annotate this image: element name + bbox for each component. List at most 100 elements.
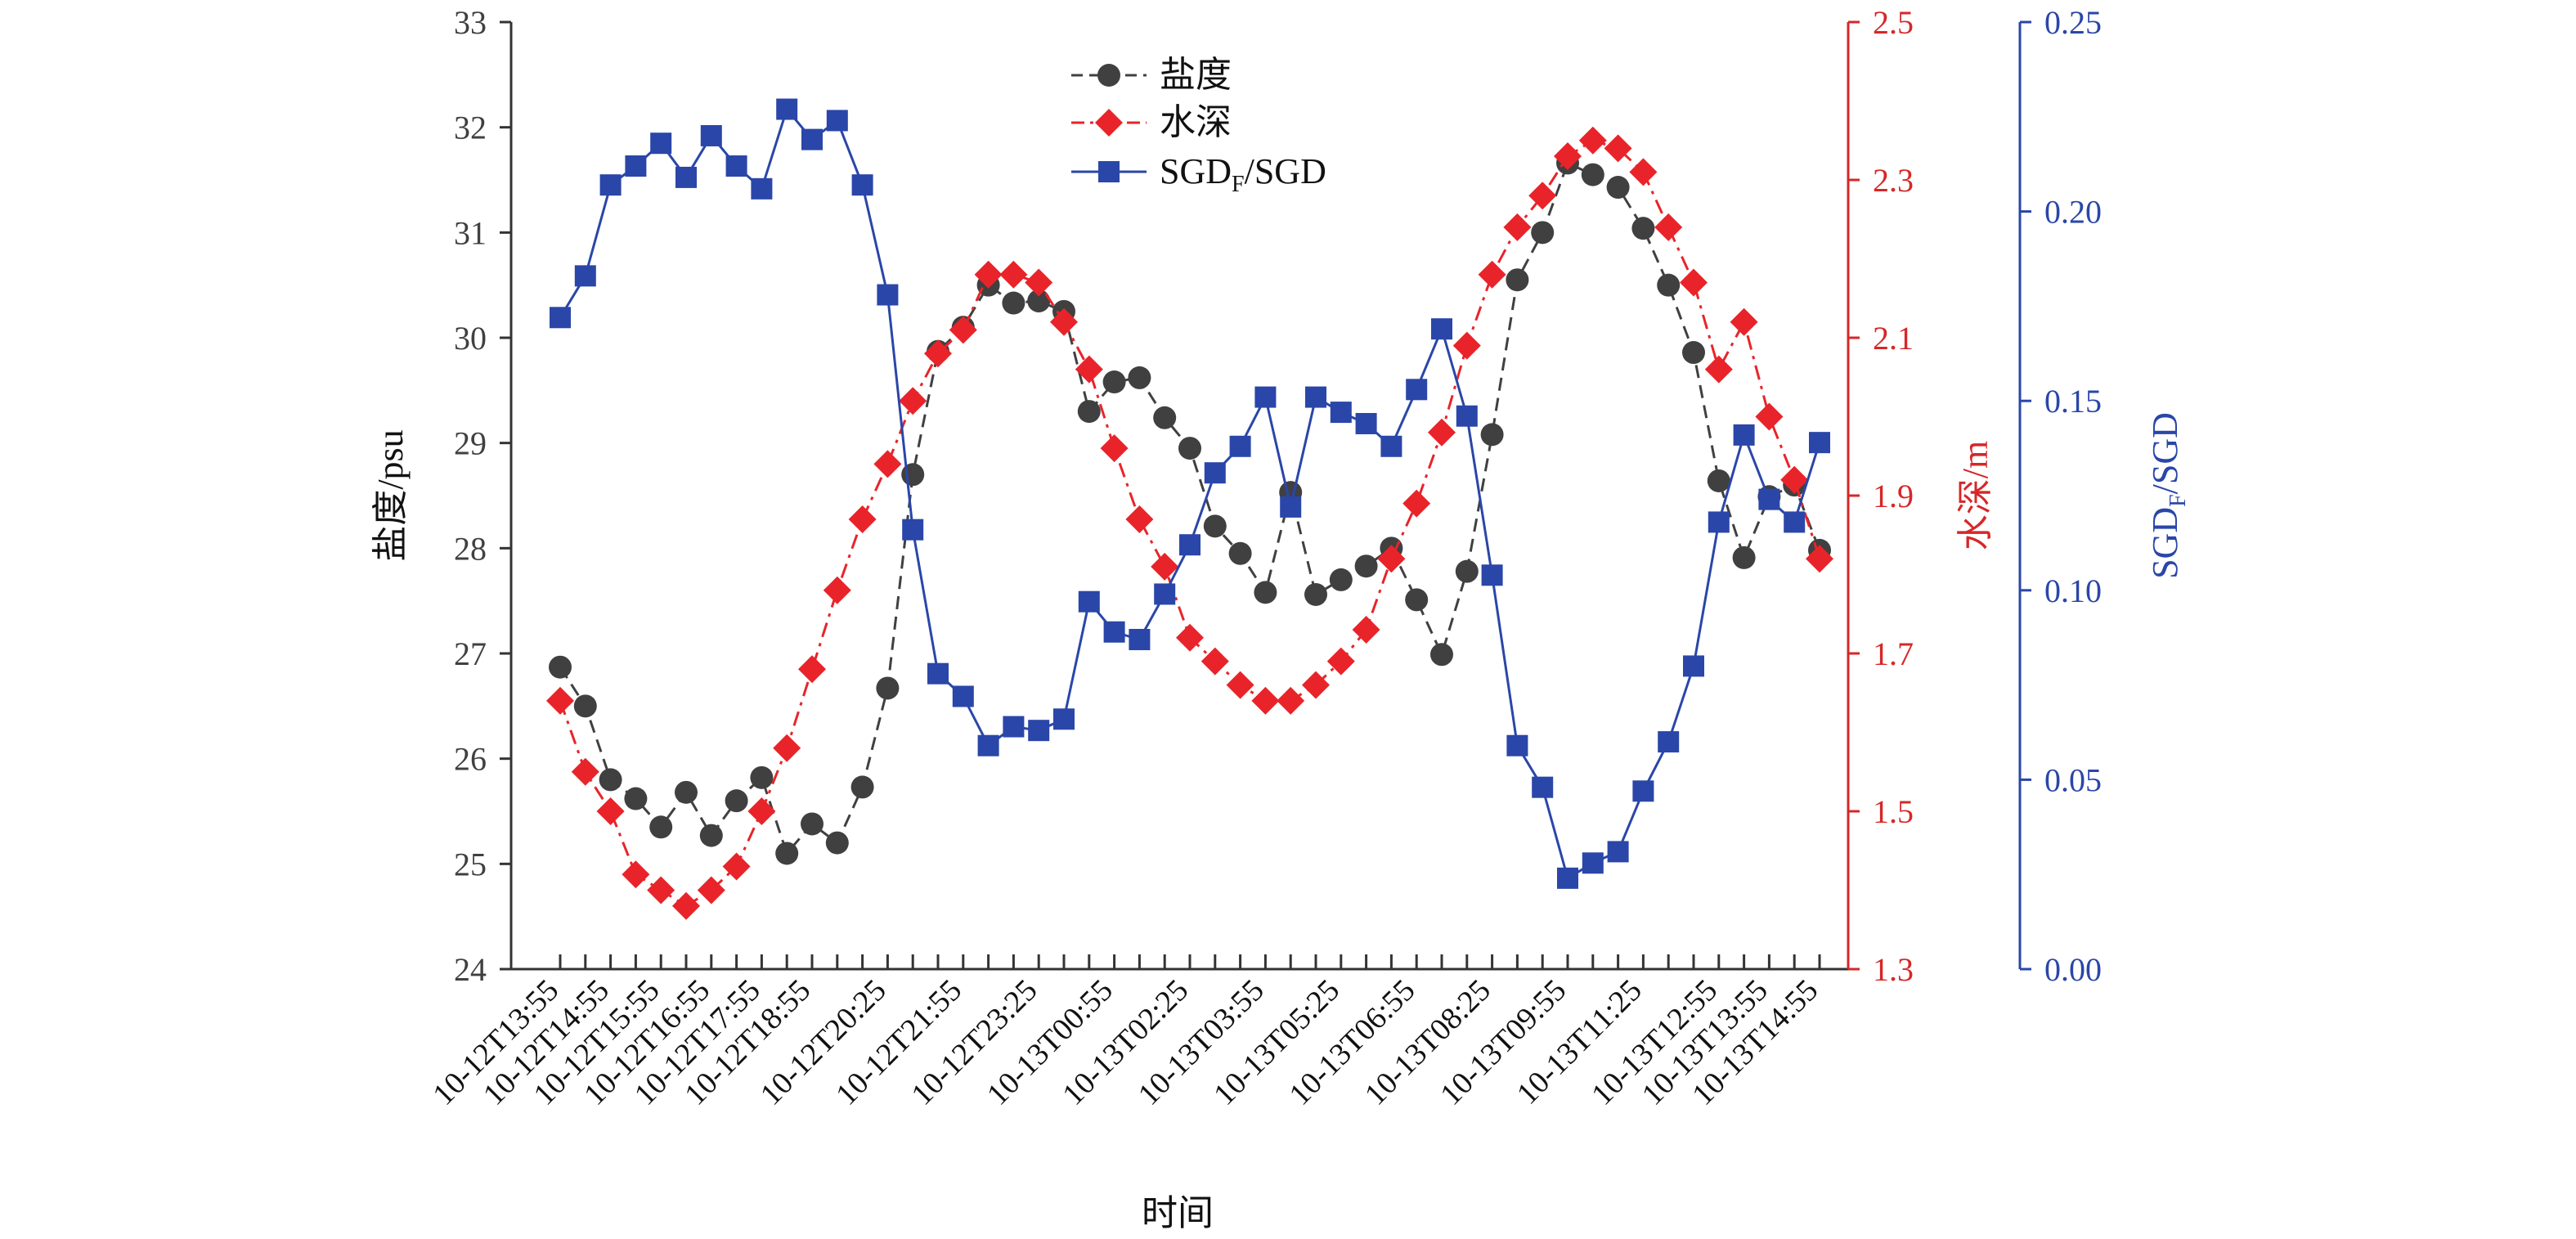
data-point-depth (974, 260, 1003, 289)
data-point-sgd (574, 265, 596, 287)
data-point-depth (899, 387, 927, 415)
data-point-salinity (1430, 643, 1453, 667)
depth-tick-label: 2.5 (1873, 4, 1914, 41)
data-point-depth (1730, 308, 1758, 336)
legend-item-depth: 水深 (1071, 102, 1232, 142)
data-point-sgd (1733, 424, 1755, 446)
sgd-tick-label: 0.00 (2044, 951, 2102, 988)
data-point-salinity (1228, 541, 1252, 565)
series-line (559, 106, 1821, 881)
data-point-sgd (1658, 731, 1680, 753)
data-point-depth (722, 852, 751, 881)
data-point-sgd (1532, 776, 1554, 798)
data-point-salinity (699, 824, 723, 847)
data-point-sgd (1557, 867, 1578, 889)
data-point-salinity (1455, 559, 1479, 583)
data-point-sgd (1582, 852, 1604, 874)
data-point-sgd (599, 174, 622, 196)
data-point-depth (1075, 355, 1103, 384)
data-point-depth (747, 797, 776, 825)
data-point-salinity (1682, 341, 1705, 365)
data-point-sgd (826, 110, 848, 132)
data-point-salinity (1581, 163, 1604, 186)
data-point-depth (1151, 552, 1179, 581)
legend-item-sgd: SGDF/SGD (1071, 151, 1326, 197)
data-point-sgd (877, 284, 899, 306)
data-point-sgd (1506, 734, 1528, 756)
data-point-salinity (1329, 568, 1353, 591)
data-point-sgd (1406, 379, 1428, 401)
data-point-depth (999, 260, 1028, 289)
data-point-salinity (1102, 370, 1126, 394)
sgd-tick-label: 0.20 (2044, 194, 2102, 231)
legend-salinity-marker (1097, 64, 1120, 87)
data-point-sgd (1330, 402, 1352, 424)
data-point-salinity (801, 812, 824, 836)
data-point-sgd (1380, 435, 1402, 457)
data-point-depth (1377, 545, 1406, 573)
data-point-salinity (1254, 581, 1277, 604)
data-point-sgd (1053, 708, 1075, 730)
data-point-depth (1302, 671, 1330, 699)
sgd-title-part-1: SGD (2145, 507, 2185, 579)
data-point-sgd (1607, 841, 1629, 863)
data-point-depth (823, 576, 851, 604)
data-point-sgd (952, 685, 974, 707)
data-point-salinity (624, 787, 648, 810)
data-point-depth (1554, 142, 1582, 171)
data-point-salinity (1606, 176, 1630, 200)
data-point-salinity (1480, 423, 1504, 447)
data-point-depth (1200, 647, 1229, 676)
sgd-y-axis-title: SGDF/SGD (2145, 412, 2191, 579)
data-point-sgd (700, 124, 722, 146)
data-point-depth (1755, 402, 1784, 431)
data-point-depth (697, 876, 725, 905)
data-point-sgd (776, 98, 798, 120)
data-point-depth (798, 655, 826, 684)
data-point-sgd (1179, 534, 1200, 556)
data-point-sgd (927, 662, 949, 685)
data-point-depth (873, 450, 902, 478)
data-point-salinity (775, 842, 799, 865)
data-point-sgd (1809, 432, 1830, 454)
data-point-sgd (650, 132, 672, 155)
data-point-depth (1478, 260, 1506, 289)
data-point-salinity (573, 694, 597, 718)
x-tick-labels: 10-12T13:5510-12T14:5510-12T15:5510-12T1… (426, 973, 1824, 1112)
legend-sgd-part-2: /SGD (1245, 151, 1326, 191)
depth-tick-label: 2.3 (1873, 162, 1914, 199)
x-axis-title: 时间 (1142, 1193, 1214, 1233)
data-point-sgd (902, 518, 924, 541)
data-point-sgd (1305, 386, 1326, 408)
data-point-depth (1704, 355, 1733, 384)
data-point-depth (1100, 434, 1129, 463)
data-point-sgd (1632, 780, 1654, 802)
data-point-depth (672, 891, 700, 920)
x-ticks (559, 954, 1821, 969)
data-point-salinity (1178, 437, 1201, 460)
left-y-ticks: 24 25 26 27 28 29 30 31 32 33 (454, 4, 511, 988)
left-tick-label: 26 (454, 741, 487, 778)
legend-item-salinity: 盐度 (1071, 55, 1232, 95)
data-point-depth (1226, 671, 1254, 699)
series-line (559, 139, 1821, 908)
data-point-sgd (625, 155, 647, 177)
data-point-sgd (1028, 720, 1050, 742)
data-point-depth (1654, 213, 1683, 241)
data-point-sgd (1355, 412, 1377, 434)
data-point-depth (647, 876, 675, 905)
data-point-salinity (901, 463, 925, 487)
data-point-salinity (1128, 366, 1151, 389)
data-point-depth (1352, 616, 1380, 644)
series-depth (546, 126, 1833, 920)
data-point-sgd (1456, 405, 1478, 427)
data-point-sgd (1683, 655, 1704, 677)
data-point-depth (1528, 182, 1557, 210)
sgd-y-ticks: 0.00 0.05 0.10 0.15 0.20 0.25 (2020, 4, 2102, 988)
data-point-depth (1680, 268, 1708, 297)
data-point-sgd (1431, 318, 1452, 340)
data-point-salinity (1405, 588, 1429, 612)
data-point-salinity (649, 815, 673, 839)
data-point-sgd (977, 734, 999, 756)
